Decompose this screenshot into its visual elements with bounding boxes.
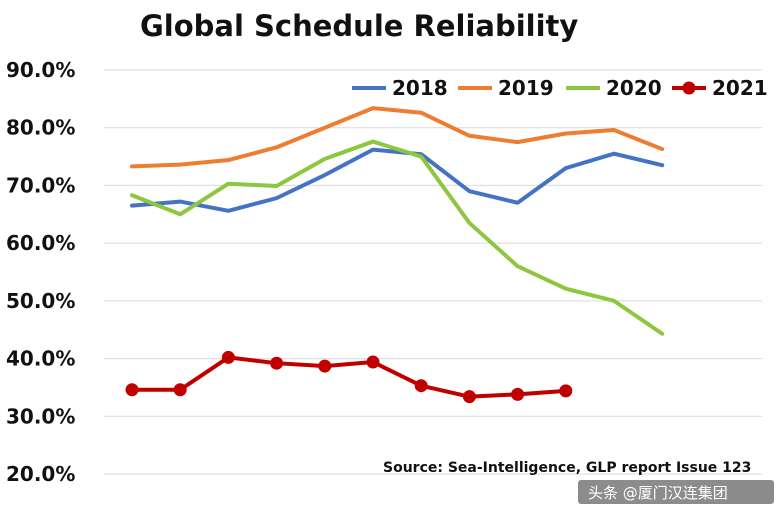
y-tick-label: 80.0%	[6, 116, 75, 140]
legend-item-2018: 2018	[352, 76, 448, 100]
data-point	[414, 379, 428, 393]
y-tick-label: 50.0%	[6, 289, 75, 313]
y-tick-label: 70.0%	[6, 173, 75, 197]
data-point	[462, 390, 476, 404]
series-2018	[130, 147, 665, 213]
legend-label: 2020	[606, 76, 662, 100]
series-line-2019	[130, 106, 665, 169]
data-point	[511, 387, 525, 401]
data-point	[270, 356, 284, 370]
y-axis-ticks: 90.0% 80.0% 70.0% 60.0% 50.0% 40.0% 30.0% 20.0%	[6, 58, 75, 486]
y-tick-label: 60.0%	[6, 231, 75, 255]
watermark-text: 头条 @厦门汉连集团	[588, 484, 728, 502]
legend-item-2021: 2021	[672, 76, 768, 100]
y-tick-label: 90.0%	[6, 58, 75, 82]
data-point	[221, 350, 235, 364]
series-2020	[130, 139, 665, 336]
chart-title: Global Schedule Reliability	[140, 9, 578, 43]
legend-label: 2021	[712, 76, 768, 100]
data-point	[125, 383, 139, 397]
legend-item-2019: 2019	[458, 76, 554, 100]
legend-label: 2019	[498, 76, 554, 100]
series-2021	[125, 350, 573, 404]
source-annotation: Source: Sea-Intelligence, GLP report Iss…	[383, 460, 751, 476]
data-point	[173, 383, 187, 397]
series-line-2018	[130, 147, 665, 213]
data-point	[318, 359, 332, 373]
series-2019	[130, 106, 665, 169]
data-point	[559, 384, 573, 398]
series-lines	[125, 106, 665, 404]
gridlines	[104, 69, 762, 475]
y-tick-label: 40.0%	[6, 347, 75, 371]
watermark-background	[578, 480, 774, 504]
legend-label: 2018	[392, 76, 448, 100]
series-line-2020	[130, 139, 665, 336]
data-point	[366, 355, 380, 369]
legend: 2018 2019 2020 2021	[352, 76, 768, 100]
y-tick-label: 30.0%	[6, 404, 75, 428]
series-line-2021	[130, 355, 568, 399]
legend-marker	[682, 81, 696, 95]
legend-item-2020: 2020	[566, 76, 662, 100]
y-tick-label: 20.0%	[6, 462, 75, 486]
